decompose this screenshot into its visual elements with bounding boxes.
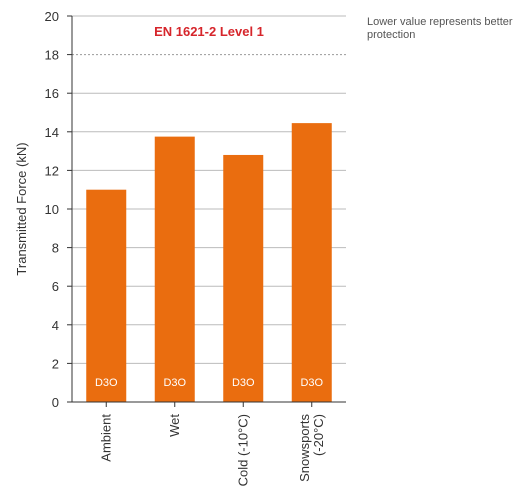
y-tick-label: 16 [45, 86, 59, 101]
y-tick-label: 20 [45, 9, 59, 24]
annotation-note: Lower value represents better protection [367, 16, 513, 41]
bar-label: D3O [300, 377, 323, 389]
x-tick-label: Snowsports(-20°C) [297, 414, 326, 482]
y-tick-label: 6 [52, 279, 59, 294]
y-tick-label: 14 [45, 125, 59, 140]
y-tick-label: 10 [45, 202, 59, 217]
x-tick-label: Cold (-10°C) [235, 414, 250, 486]
y-tick-label: 12 [45, 163, 59, 178]
bar [86, 189, 127, 402]
x-tick-label: Ambient [98, 414, 113, 462]
x-tick-label: Wet [167, 414, 182, 437]
bar-label: D3O [232, 377, 255, 389]
chart-title: EN 1621-2 Level 1 [154, 24, 264, 39]
y-tick-label: 0 [52, 395, 59, 410]
bar-label: D3O [163, 377, 186, 389]
bar [291, 123, 332, 403]
y-tick-label: 8 [52, 241, 59, 256]
bar [154, 136, 195, 402]
y-tick-label: 4 [52, 318, 59, 333]
bar [223, 154, 264, 402]
bar-label: D3O [95, 377, 118, 389]
y-tick-label: 2 [52, 356, 59, 371]
y-axis-label: Transmitted Force (kN) [14, 142, 29, 275]
y-tick-label: 18 [45, 48, 59, 63]
